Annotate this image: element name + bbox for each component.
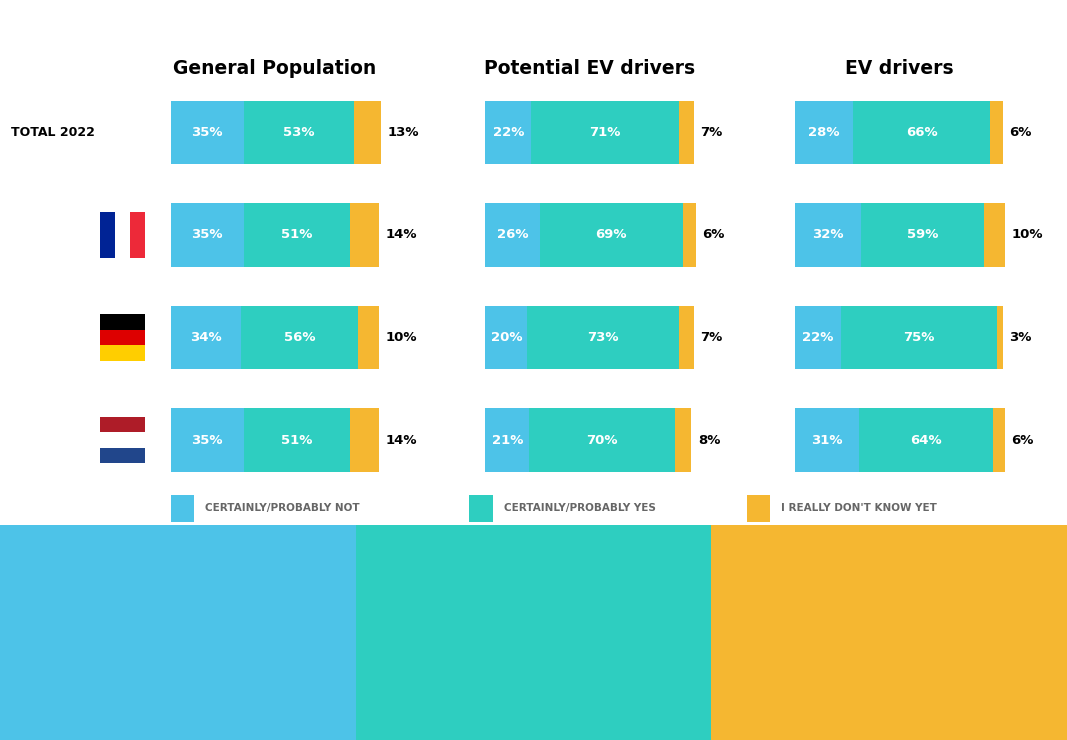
Bar (485, 408, 529, 472)
Bar (171, 306, 241, 369)
Bar (859, 408, 992, 472)
Bar (540, 204, 683, 266)
Bar (854, 101, 990, 164)
Text: 51%: 51% (281, 434, 313, 446)
Text: 35%: 35% (191, 434, 223, 446)
Bar (712, 525, 1067, 740)
Text: 64%: 64% (910, 434, 942, 446)
Text: 13%: 13% (387, 126, 418, 139)
Text: General population (n=3,025 total; France n=1,010, Germany n=1,010, the Netherla: General population (n=3,025 total; Franc… (249, 542, 919, 585)
Text: 53%: 53% (283, 126, 315, 139)
Bar (679, 101, 694, 164)
Bar (243, 408, 350, 472)
Bar (100, 432, 145, 448)
Bar (485, 306, 527, 369)
Text: 26%: 26% (497, 229, 528, 241)
Bar (241, 306, 359, 369)
Text: CERTAINLY/PROBABLY YES: CERTAINLY/PROBABLY YES (504, 503, 655, 514)
Bar (359, 306, 379, 369)
Bar (171, 204, 243, 266)
Text: 69%: 69% (595, 229, 627, 241)
Bar (674, 408, 691, 472)
Bar (485, 204, 540, 266)
Bar (531, 101, 679, 164)
Text: 14%: 14% (385, 434, 417, 446)
Text: General Population: General Population (173, 59, 377, 78)
Bar (485, 101, 531, 164)
Bar (171, 495, 194, 522)
Bar (990, 101, 1003, 164)
Bar (795, 204, 861, 266)
Text: 75%: 75% (903, 331, 935, 344)
Bar (992, 408, 1005, 472)
Bar (795, 408, 859, 472)
Text: 71%: 71% (589, 126, 621, 139)
Text: 8%: 8% (698, 434, 720, 446)
Text: TOTAL 2022: TOTAL 2022 (11, 126, 95, 139)
Bar (171, 101, 243, 164)
Text: 10%: 10% (385, 331, 417, 344)
Text: 7%: 7% (700, 126, 722, 139)
Bar (529, 408, 674, 472)
Text: 10%: 10% (1012, 229, 1042, 241)
Text: 56%: 56% (284, 331, 316, 344)
Bar (841, 306, 997, 369)
Text: 31%: 31% (811, 434, 843, 446)
Text: 51%: 51% (281, 229, 313, 241)
Text: 6%: 6% (702, 229, 724, 241)
Text: 21%: 21% (492, 434, 523, 446)
Text: 6%: 6% (1009, 126, 1032, 139)
Bar (795, 101, 854, 164)
Text: 35%: 35% (191, 229, 223, 241)
Text: Base 2022:: Base 2022: (176, 542, 250, 555)
Bar (0, 525, 355, 740)
Bar (100, 448, 145, 463)
Text: 32%: 32% (812, 229, 844, 241)
Bar (355, 525, 712, 740)
Text: 35%: 35% (191, 126, 223, 139)
Text: 70%: 70% (586, 434, 618, 446)
Bar (100, 417, 145, 432)
Text: 22%: 22% (493, 126, 524, 139)
Bar (243, 101, 354, 164)
Text: 66%: 66% (906, 126, 938, 139)
Bar (350, 408, 379, 472)
Text: I REALLY DON'T KNOW YET: I REALLY DON'T KNOW YET (781, 503, 937, 514)
Text: 14%: 14% (385, 229, 417, 241)
Text: CERTAINLY/PROBABLY NOT: CERTAINLY/PROBABLY NOT (205, 503, 360, 514)
Bar (100, 314, 145, 330)
Text: 20%: 20% (491, 331, 522, 344)
Bar (861, 204, 984, 266)
Bar (747, 495, 770, 522)
Bar (115, 212, 130, 258)
Text: Potential EV drivers: Potential EV drivers (484, 59, 695, 78)
Text: EV drivers: EV drivers (845, 59, 953, 78)
Bar (527, 306, 679, 369)
Bar (350, 204, 379, 266)
Text: 34%: 34% (190, 331, 222, 344)
Bar (100, 330, 145, 345)
Text: 22%: 22% (802, 331, 833, 344)
Text: 6%: 6% (1012, 434, 1034, 446)
Text: 7%: 7% (700, 331, 722, 344)
Bar (984, 204, 1005, 266)
Bar (354, 101, 381, 164)
Bar (795, 306, 841, 369)
Bar (469, 495, 493, 522)
Bar (100, 345, 145, 360)
Text: 73%: 73% (587, 331, 619, 344)
Bar (997, 306, 1003, 369)
Text: 3%: 3% (1009, 331, 1032, 344)
Bar (679, 306, 694, 369)
Bar (130, 212, 145, 258)
Text: 59%: 59% (907, 229, 939, 241)
Bar (243, 204, 350, 266)
Bar (100, 212, 115, 258)
Text: 28%: 28% (809, 126, 840, 139)
Bar (683, 204, 696, 266)
Bar (171, 408, 243, 472)
